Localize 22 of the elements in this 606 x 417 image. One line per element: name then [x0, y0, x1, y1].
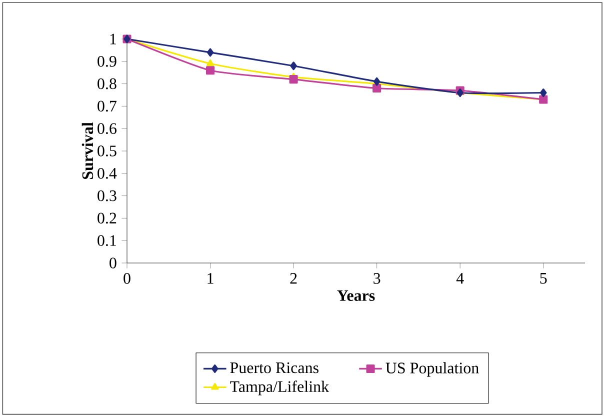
x-axis-title: Years — [337, 290, 375, 301]
legend-label: Puerto Ricans — [230, 362, 318, 374]
x-tick-label: 5 — [540, 273, 547, 284]
x-tick-label: 2 — [290, 273, 297, 284]
legend-label: Tampa/Lifelink — [230, 380, 330, 396]
x-tick-label: 1 — [208, 273, 214, 284]
y-tick-label: 1 — [110, 34, 116, 44]
y-tick-label: 0.7 — [98, 100, 116, 112]
y-tick-label: 0.1 — [98, 235, 116, 246]
y-tick-label: 0.9 — [98, 56, 116, 67]
x-tick-label: 3 — [374, 273, 380, 284]
y-tick-label: 0.2 — [98, 212, 116, 224]
x-tick-label: 0 — [124, 273, 130, 284]
y-tick-label: 0.3 — [98, 190, 116, 202]
y-tick-label: 0.8 — [98, 78, 116, 90]
y-tick-label: 0.6 — [98, 123, 116, 134]
y-tick-label: 0 — [110, 258, 116, 268]
legend-label: US Population — [386, 362, 479, 377]
y-tick-label: 0.5 — [98, 146, 116, 156]
y-axis-title: Survival — [82, 122, 94, 180]
y-tick-label: 0.4 — [98, 168, 117, 179]
x-tick-label: 4 — [456, 273, 464, 284]
